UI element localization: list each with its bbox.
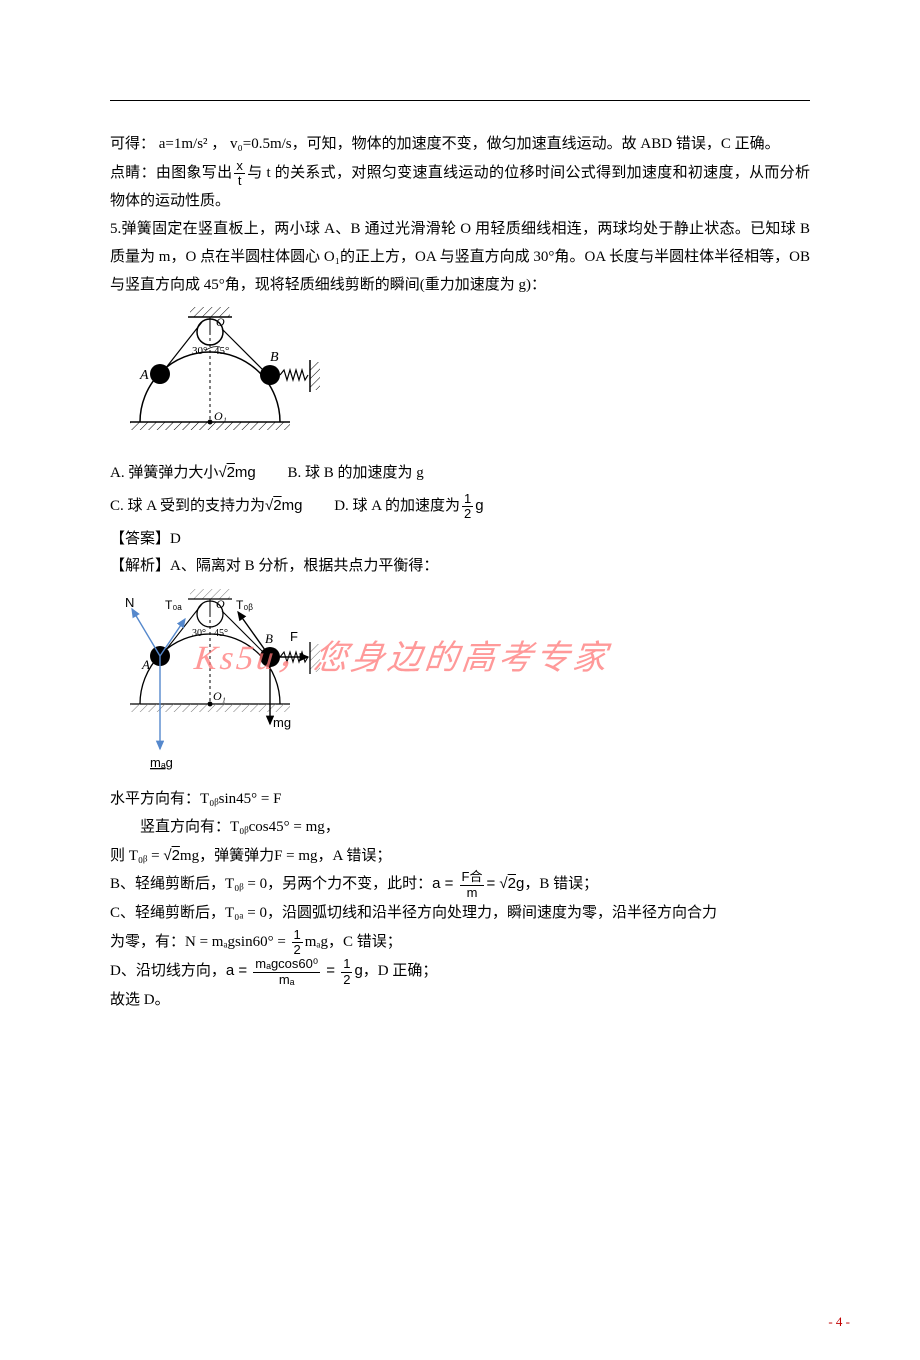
optC-end: mg <box>282 497 303 514</box>
fraction-Fhe-m: F合m <box>460 870 485 900</box>
eq3-mid: mg，弹簧弹力F = mg，A 错误； <box>180 848 391 864</box>
vector-N <box>132 609 160 656</box>
num1d: 1 <box>462 492 473 507</box>
equation-horizontal: 水平方向有：T₀ᵦsin45° = F <box>110 786 810 814</box>
label-A: A <box>139 368 149 383</box>
option-B: B. 球 B 的加速度为 g <box>288 460 424 488</box>
fraction-half-d2: 12 <box>341 957 352 987</box>
fraction-x-over-t: xt <box>234 159 245 189</box>
label-TOB: T₀ᵦ <box>236 598 253 612</box>
eq1-text: 水平方向有：T₀ᵦsin45° = F <box>110 791 281 807</box>
label-mAg: mₐg <box>150 755 173 770</box>
center-point-2 <box>208 702 213 707</box>
optD-end: g <box>475 497 483 514</box>
solution-A-line: 【解析】A、隔离对 B 分析，根据共点力平衡得： <box>110 553 810 581</box>
solB-pre: B、轻绳剪断后，T₀ᵦ = 0，另两个力不变，此时： <box>110 877 432 893</box>
solD-post: ，D 正确； <box>363 964 438 980</box>
page-number-text: - 4 - <box>828 1314 850 1329</box>
page-number: - 4 - <box>828 1314 850 1330</box>
label-TOA: T₀ₐ <box>165 598 182 612</box>
label-B: B <box>270 350 279 365</box>
den2d2: 2 <box>341 973 352 987</box>
fraction-magcos: mₐgcos60⁰mₐ <box>253 957 320 987</box>
paragraph-continuation-1: 可得： a=1m/s² ， v₀=0.5m/s，可知，物体的加速度不变，做匀加速… <box>110 131 810 159</box>
label-O1-2: O₁ <box>213 689 226 703</box>
frac-denominator: t <box>234 174 245 188</box>
den2c: 2 <box>292 943 303 957</box>
final-line: 故选 D。 <box>110 987 810 1015</box>
answer-value: D <box>170 531 181 547</box>
solD-pre: D、沿切线方向， <box>110 964 226 980</box>
watermark-text: Ks5u，您身边的高考专家 <box>192 630 612 679</box>
optB-text: B. 球 B 的加速度为 g <box>288 465 424 481</box>
answer-label-text: 【答案】 <box>110 531 170 547</box>
figure-1-original: O O₁ A B 30° <box>110 307 810 447</box>
solC2-pre: 为零，有：N = mₐgsin60° = <box>110 934 290 950</box>
sqrt2-a: 2 <box>227 464 235 481</box>
solution-D-line: D、沿切线方向，a = mₐgcos60⁰mₐ = 12g，D 正确； <box>110 957 810 987</box>
wall-hatch <box>310 362 320 390</box>
den-m: m <box>460 886 485 900</box>
solution-label-text: 【解析】 <box>110 558 170 574</box>
sqrt2-b: 2 <box>508 876 516 893</box>
label-mg: mg <box>273 715 291 730</box>
paragraph-tip: 点睛：由图象写出xt与 t 的关系式，对照匀变速直线运动的位移时间公式得到加速度… <box>110 159 810 216</box>
den-ma: mₐ <box>253 973 320 987</box>
watermark-content: Ks5u，您身边的高考专家 <box>193 640 612 677</box>
optA-text: A. 弹簧弹力大小 <box>110 465 218 481</box>
answer-line: 【答案】D <box>110 526 810 554</box>
spring-icon <box>280 370 308 380</box>
top-horizontal-rule <box>110 100 810 101</box>
solC-text: C、轻绳剪断后，T₀ₐ = 0，沿圆弧切线和沿半径方向处理力，瞬间速度为零，沿半… <box>110 905 717 921</box>
solB-post: ，B 错误； <box>524 877 598 893</box>
solution-A-text: A、隔离对 B 分析，根据共点力平衡得： <box>170 558 438 574</box>
optA-end: mg <box>235 464 256 481</box>
solution-B-line: B、轻绳剪断后，T₀ᵦ = 0，另两个力不变，此时：a = F合m= √2g，B… <box>110 870 810 900</box>
center-point <box>208 420 213 425</box>
label-O: O <box>216 315 225 329</box>
text-p1: 可得： a=1m/s² ， v₀=0.5m/s，可知，物体的加速度不变，做匀加速… <box>110 136 780 152</box>
den2d: 2 <box>462 507 473 521</box>
options-line-1: A. 弹簧弹力大小√2mg B. 球 B 的加速度为 g <box>110 459 810 488</box>
solution-C-line2: 为零，有：N = mₐgsin60° = 12mₐg，C 错误； <box>110 928 810 958</box>
final-text: 故选 D。 <box>110 992 170 1008</box>
figure-2-svg: O O₁ A B 30° 45° N T₀ₐ <box>110 589 340 774</box>
figure-1-svg: O O₁ A B 30° <box>110 307 320 447</box>
option-A: A. 弹簧弹力大小√2mg <box>110 459 256 488</box>
fraction-half-d: 12 <box>462 492 473 522</box>
question-5-stem: 5.弹簧固定在竖直板上，两小球 A、B 通过光滑滑轮 O 用轻质细线相连，两球均… <box>110 216 810 299</box>
num1c: 1 <box>292 928 303 943</box>
text-q5: 5.弹簧固定在竖直板上，两小球 A、B 通过光滑滑轮 O 用轻质细线相连，两球均… <box>110 221 810 293</box>
num-Fhe: F合 <box>460 870 485 885</box>
sqrt2-eq3: 2 <box>172 847 180 864</box>
ball-B <box>260 365 280 385</box>
equation-vertical: 竖直方向有：T₀ᵦcos45° = mg， <box>110 814 810 842</box>
eq3-pre: 则 T₀ᵦ = <box>110 848 163 864</box>
solution-C-line: C、轻绳剪断后，T₀ₐ = 0，沿圆弧切线和沿半径方向处理力，瞬间速度为零，沿半… <box>110 900 810 928</box>
page-container: 可得： a=1m/s² ， v₀=0.5m/s，可知，物体的加速度不变，做匀加速… <box>0 0 920 1360</box>
option-D: D. 球 A 的加速度为12g <box>334 492 483 522</box>
equation-result: 则 T₀ᵦ = √2mg，弹簧弹力F = mg，A 错误； <box>110 842 810 871</box>
label-A-2: A <box>141 657 150 672</box>
frac-numerator: x <box>234 159 245 174</box>
optD-text: D. 球 A 的加速度为 <box>334 498 460 514</box>
num1d2: 1 <box>341 957 352 972</box>
ball-A <box>150 364 170 384</box>
vector-TOA <box>160 619 185 656</box>
optC-text: C. 球 A 受到的支持力为 <box>110 498 265 514</box>
label-O-2: O <box>216 597 225 611</box>
options-line-2: C. 球 A 受到的支持力为√2mg D. 球 A 的加速度为12g <box>110 492 810 522</box>
label-N: N <box>125 595 134 610</box>
option-C: C. 球 A 受到的支持力为√2mg <box>110 492 302 521</box>
sqrt2-c: 2 <box>273 497 281 514</box>
label-O1: O₁ <box>214 409 227 423</box>
solC2-post: mₐg，C 错误； <box>305 934 402 950</box>
num-magcos: mₐgcos60⁰ <box>253 957 320 972</box>
eq2-text: 竖直方向有：T₀ᵦcos45° = mg， <box>140 819 340 835</box>
figure-2-force-diagram: O O₁ A B 30° 45° N T₀ₐ <box>110 589 810 774</box>
text-p2-pre: 点睛：由图象写出 <box>110 165 232 181</box>
fraction-half-c: 12 <box>292 928 303 958</box>
